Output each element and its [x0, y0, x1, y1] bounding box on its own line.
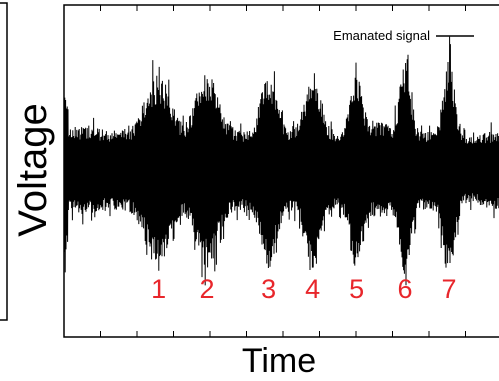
legend: Emanated signal: [333, 28, 474, 43]
burst-label-2: 2: [199, 274, 214, 304]
signal-line: [63, 36, 499, 286]
y-axis-label: Voltage: [11, 103, 55, 236]
burst-label-6: 6: [397, 274, 412, 304]
x-axis-label: Time: [242, 342, 316, 380]
legend-label: Emanated signal: [333, 28, 430, 43]
burst-label-7: 7: [441, 274, 456, 304]
burst-label-5: 5: [349, 274, 364, 304]
burst-label-3: 3: [261, 274, 276, 304]
burst-label-1: 1: [151, 274, 166, 304]
signal-waveform: [63, 36, 499, 286]
adjacent-panel-edge: [0, 2, 8, 321]
axis-ticks: [100, 5, 466, 337]
burst-label-4: 4: [305, 274, 320, 304]
